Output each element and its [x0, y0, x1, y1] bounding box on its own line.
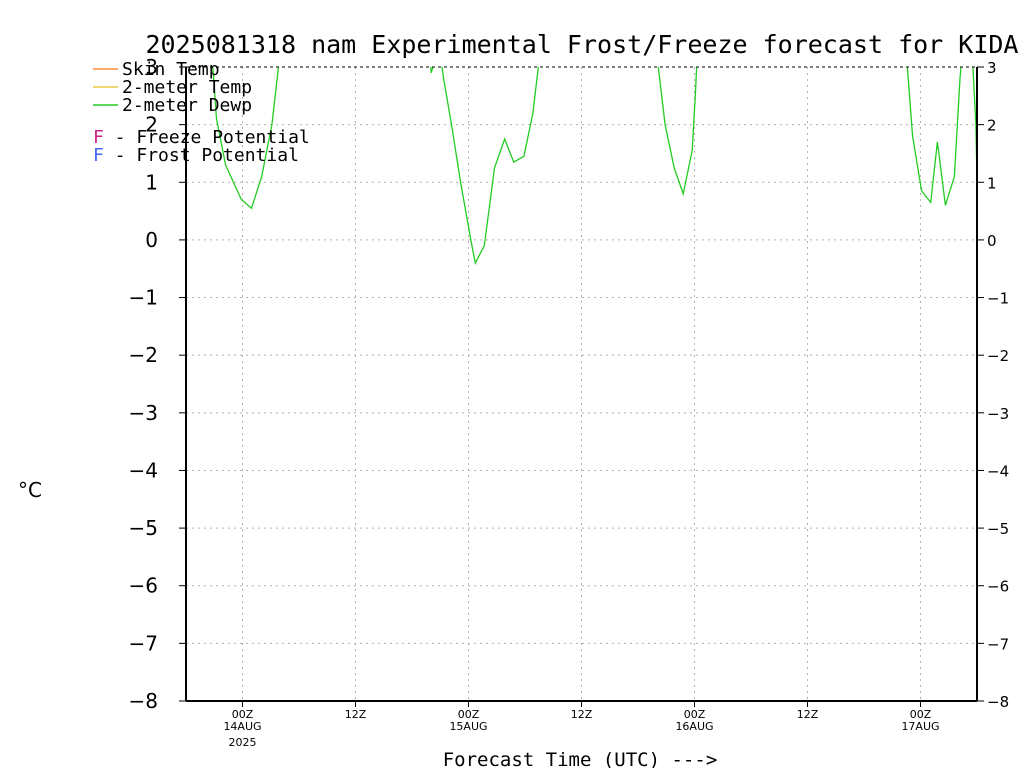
y-tick-label-right: 1 [987, 174, 997, 192]
x-tick-label: 12Z [345, 708, 367, 721]
y-tick-label-left: 3 [145, 55, 158, 79]
y-tick-label-right: −4 [987, 462, 1009, 480]
y-axis-label: °C [18, 478, 42, 502]
legend-note-text: - Frost Potential [104, 145, 299, 166]
x-tick-label: 00Z [684, 708, 706, 721]
series-layer [212, 67, 977, 265]
x-axis-label: Forecast Time (UTC) ---> [443, 749, 718, 768]
x-tick-date: 17AUG [901, 720, 939, 733]
x-tick-label: 00Z [232, 708, 254, 721]
y-axis-right: 3 2 1 0 −1 −2 −3 −4 −5 −6 −7 −8 [977, 59, 1009, 711]
y-tick-label-left: −8 [129, 689, 158, 713]
y-tick-label-left: −4 [129, 458, 158, 482]
y-tick-label-left: −2 [129, 343, 158, 367]
legend-label: Skin Temp [122, 59, 220, 80]
plot-frame [185, 66, 978, 702]
chart-title: 2025081318 nam Experimental Frost/Freeze… [146, 30, 1019, 59]
legend-label: 2-meter Dewp [122, 95, 252, 116]
y-tick-label-left: 2 [145, 113, 158, 137]
y-tick-label-right: −6 [987, 578, 1009, 596]
y-axis-left: 3 2 1 0 −1 −2 −3 −4 −5 −6 −7 −8 [129, 55, 186, 713]
y-tick-label-right: 3 [987, 59, 997, 77]
x-tick-label: 12Z [571, 708, 593, 721]
y-tick-label-right: 0 [987, 232, 997, 250]
x-tick-label: 00Z [910, 708, 932, 721]
grid-lines [186, 67, 977, 701]
legend-note-text: - Freeze Potential [104, 127, 310, 148]
legend-note-marker: F [93, 127, 104, 148]
x-tick-label: 12Z [797, 708, 819, 721]
legend-note: F - Freeze Potential [93, 127, 310, 148]
y-tick-label-left: −7 [129, 631, 158, 655]
y-tick-label-left: −5 [129, 516, 158, 540]
y-tick-label-right: −5 [987, 520, 1009, 538]
y-tick-label-right: −7 [987, 635, 1009, 653]
x-tick-date: 15AUG [449, 720, 487, 733]
x-tick-date: 16AUG [675, 720, 713, 733]
y-tick-label-right: 2 [987, 117, 997, 135]
y-tick-label-right: −3 [987, 405, 1009, 423]
x-tick-date: 14AUG [223, 720, 261, 733]
legend-label: 2-meter Temp [122, 77, 252, 98]
y-tick-label-left: −3 [129, 401, 158, 425]
series-line-dewpoint [212, 67, 977, 265]
x-tick-label: 00Z [458, 708, 480, 721]
x-tick-year: 2025 [229, 736, 257, 749]
y-tick-label-right: −2 [987, 347, 1009, 365]
legend-note: F - Frost Potential [93, 145, 299, 166]
y-tick-label-left: 0 [145, 228, 158, 252]
y-tick-label-left: −6 [129, 574, 158, 598]
y-tick-label-right: −8 [987, 693, 1009, 711]
y-tick-label-left: −1 [129, 286, 158, 310]
y-tick-label-right: −1 [987, 290, 1009, 308]
legend-note-marker: F [93, 145, 104, 166]
y-tick-label-left: 1 [145, 170, 158, 194]
